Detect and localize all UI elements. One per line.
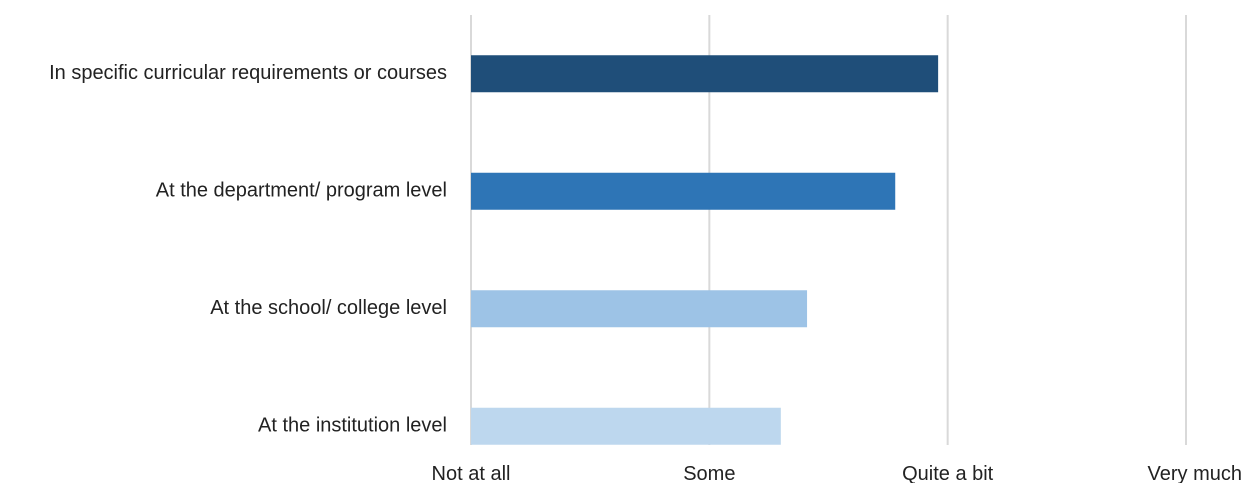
category-label-3: At the school/ college level xyxy=(210,297,447,319)
bar-2 xyxy=(471,172,896,210)
x-tick-label-1: Not at all xyxy=(432,463,511,483)
category-labels: In specific curricular requirements or c… xyxy=(49,62,447,437)
bar-3 xyxy=(471,290,808,328)
category-label-4: At the institution level xyxy=(258,415,447,437)
category-label-2: At the department/ program level xyxy=(156,180,447,202)
bar-1 xyxy=(471,55,939,93)
x-tick-label-2: Some xyxy=(683,463,735,483)
bars xyxy=(471,55,939,445)
x-tick-label-3: Quite a bit xyxy=(902,463,994,483)
x-tick-label-4: Very much xyxy=(1148,463,1242,483)
category-label-1: In specific curricular requirements or c… xyxy=(49,62,447,84)
x-axis-tick-labels: Not at all Some Quite a bit Very much xyxy=(432,463,1242,483)
bar-4 xyxy=(471,407,781,445)
